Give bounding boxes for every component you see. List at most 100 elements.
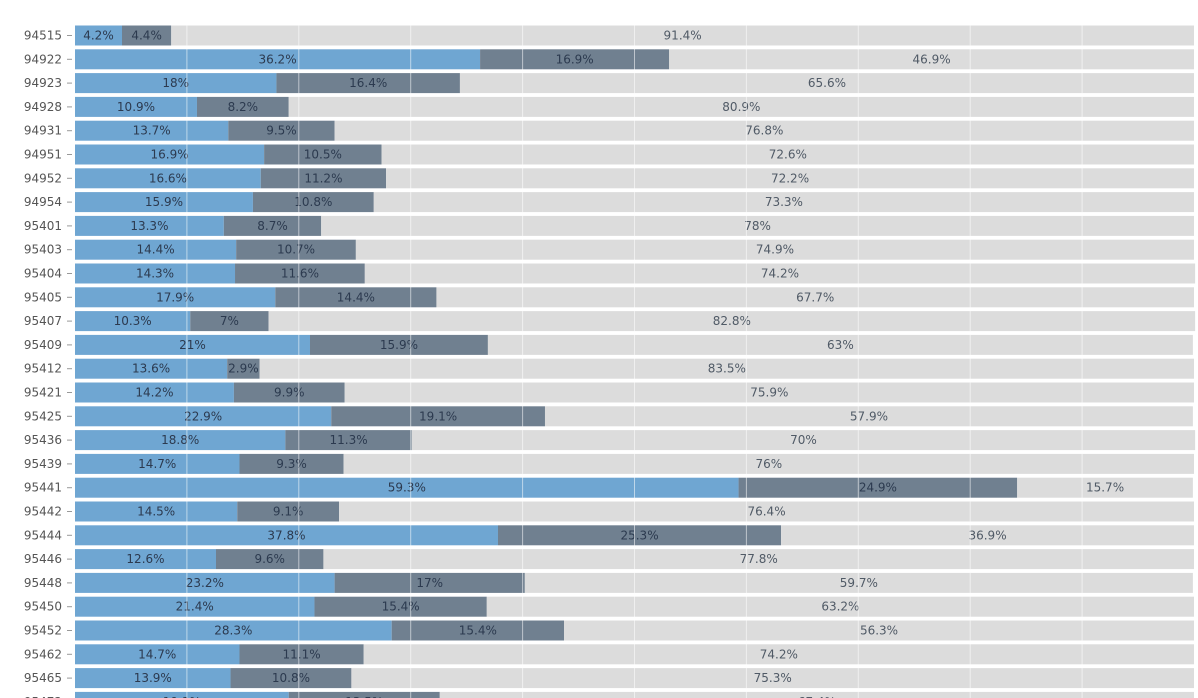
category-label: 95403 <box>24 243 62 257</box>
bar-segment <box>331 406 545 427</box>
category-label: 95409 <box>24 338 62 352</box>
bar-segment <box>75 382 234 403</box>
category-label: 94954 <box>24 195 62 209</box>
bar-segment <box>233 382 345 403</box>
data-label: 2.9% <box>228 362 259 376</box>
data-label: 16.9% <box>150 148 188 162</box>
data-label: 19.1% <box>419 409 457 423</box>
category-label: 95448 <box>24 576 62 590</box>
data-label: 75.3% <box>754 671 792 685</box>
data-label: 36.2% <box>258 52 296 66</box>
data-label: 17% <box>416 576 443 590</box>
data-label: 91.4% <box>664 29 702 43</box>
bar-segment <box>386 168 1194 189</box>
data-label: 8.2% <box>228 100 259 114</box>
category-label: 95404 <box>24 267 62 281</box>
bar-segment <box>75 49 481 70</box>
bar-segment <box>288 96 1194 117</box>
category-label: 95441 <box>24 481 62 495</box>
data-label: 15.9% <box>380 338 418 352</box>
data-label: 16.9% <box>556 52 594 66</box>
bar-segment <box>223 215 322 236</box>
bar-segment <box>524 572 1193 593</box>
bar-segment <box>75 287 276 308</box>
bar-segment <box>75 644 240 665</box>
bar-segment <box>75 477 739 498</box>
category-label: 95405 <box>24 290 62 304</box>
data-label: 57.9% <box>850 409 888 423</box>
bar-segment <box>121 25 172 46</box>
bar-segment <box>276 73 460 94</box>
data-label: 10.9% <box>117 100 155 114</box>
bar-segment <box>75 406 332 427</box>
data-label: 28.3% <box>214 624 252 638</box>
data-label: 76.4% <box>747 505 785 519</box>
bar-segment <box>669 49 1194 70</box>
bar-segment <box>239 644 364 665</box>
data-label: 59.7% <box>840 576 878 590</box>
data-label: 15.4% <box>459 624 497 638</box>
data-label: 65.6% <box>808 76 846 90</box>
bar-segment <box>275 287 437 308</box>
data-label: 12.6% <box>126 552 164 566</box>
bar-segment <box>564 620 1194 641</box>
bar-segment <box>339 501 1195 522</box>
data-label: 37.8% <box>267 528 305 542</box>
bar-segment <box>75 168 261 189</box>
bar-segment <box>75 549 216 570</box>
data-label: 36.9% <box>968 528 1006 542</box>
bar-segment <box>239 453 344 474</box>
data-label: 74.2% <box>760 647 798 661</box>
bar-segment <box>227 358 260 379</box>
bar-segment <box>738 477 1018 498</box>
data-label: 75.9% <box>750 386 788 400</box>
data-label: 13.3% <box>130 219 168 233</box>
data-label: 21% <box>179 338 206 352</box>
category-label: 94952 <box>24 171 62 185</box>
bar-segment <box>252 192 374 213</box>
data-label: 74.9% <box>756 243 794 257</box>
bar-segment <box>285 430 412 451</box>
data-label: 72.6% <box>769 148 807 162</box>
data-label: 17.9% <box>156 290 194 304</box>
data-label: 25.3% <box>620 528 658 542</box>
bar-segment <box>436 287 1194 308</box>
bar-segment <box>544 406 1193 427</box>
bar-segment <box>309 334 488 355</box>
data-label: 19.1% <box>163 695 201 698</box>
data-label: 56.3% <box>860 624 898 638</box>
data-label: 24.9% <box>859 481 897 495</box>
bar-segment <box>487 334 1193 355</box>
bar-segment <box>314 596 487 617</box>
category-label: 94922 <box>24 52 62 66</box>
data-label: 63.2% <box>821 600 859 614</box>
data-label: 59.3% <box>388 481 426 495</box>
data-label: 9.5% <box>266 124 297 138</box>
data-label: 13.9% <box>134 671 172 685</box>
data-label: 9.3% <box>276 457 307 471</box>
data-label: 14.7% <box>138 647 176 661</box>
bar-segment <box>391 620 565 641</box>
data-label: 14.3% <box>136 267 174 281</box>
category-label: 95452 <box>24 624 62 638</box>
bar-segment <box>171 25 1194 46</box>
data-label: 67.7% <box>796 290 834 304</box>
bar-segment <box>344 382 1195 403</box>
category-label: 95425 <box>24 409 62 423</box>
bar-segment <box>497 525 782 546</box>
bar-segment <box>75 73 277 94</box>
bar-segment <box>355 239 1194 260</box>
data-label: 7% <box>220 314 239 328</box>
bar-segment <box>75 358 228 379</box>
bar-segment <box>228 120 335 141</box>
bar-segment <box>75 144 265 165</box>
data-label: 16.6% <box>149 171 187 185</box>
bar-segment <box>75 334 310 355</box>
category-label: 95421 <box>24 386 62 400</box>
data-label: 18% <box>162 76 189 90</box>
bar-segment <box>321 215 1194 236</box>
bar-segment <box>75 691 289 698</box>
data-label: 15.9% <box>145 195 183 209</box>
category-label: 95412 <box>24 362 62 376</box>
